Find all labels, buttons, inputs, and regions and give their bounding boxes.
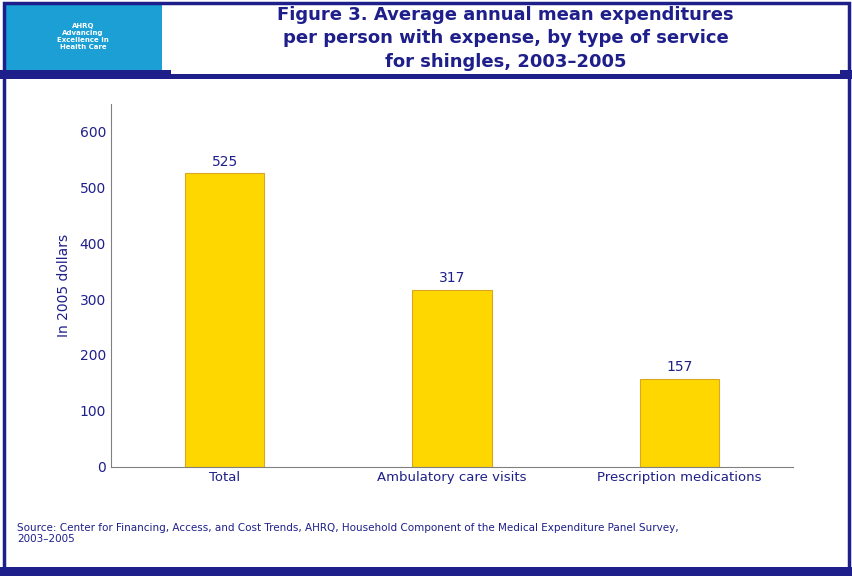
- Bar: [412, 290, 492, 467]
- Text: 525: 525: [211, 155, 238, 169]
- Y-axis label: In 2005 dollars: In 2005 dollars: [57, 233, 72, 337]
- Text: Figure 3. Average annual mean expenditures
per person with expense, by type of s: Figure 3. Average annual mean expenditur…: [277, 6, 733, 71]
- Text: Source: Center for Financing, Access, and Cost Trends, AHRQ, Household Component: Source: Center for Financing, Access, an…: [17, 523, 678, 544]
- Text: AHRQ
Advancing
Excellence in
Health Care: AHRQ Advancing Excellence in Health Care: [57, 23, 109, 50]
- Bar: [185, 173, 264, 467]
- Text: 317: 317: [439, 271, 464, 285]
- Bar: [639, 379, 718, 467]
- Text: 157: 157: [665, 361, 692, 374]
